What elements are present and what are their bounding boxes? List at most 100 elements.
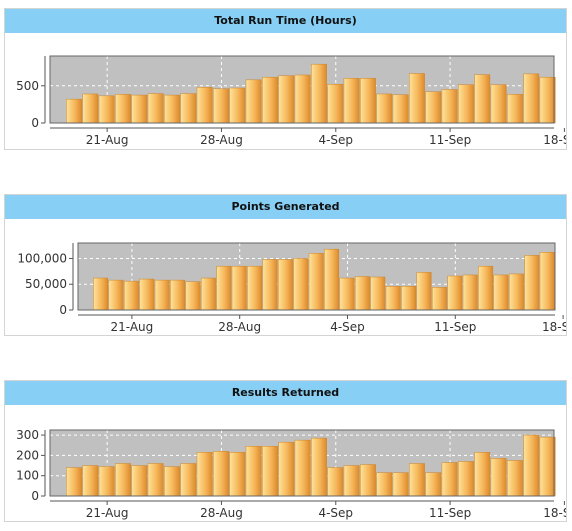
x-tick-label: 11-Sep xyxy=(429,133,471,147)
plot-border xyxy=(77,242,556,311)
x-tick-label: 4-Sep xyxy=(330,320,365,334)
bar xyxy=(216,265,232,311)
x-tick-label: 18-Sep xyxy=(543,506,566,520)
x-tick-label: 4-Sep xyxy=(318,506,353,520)
bar xyxy=(474,452,491,497)
bar xyxy=(523,434,540,497)
bar-chart-results: 0 100 200 300 21-Aug 28-Aug 4-Sep 11-Sep 18-Sep xyxy=(16,428,566,520)
bar xyxy=(229,87,246,124)
bar xyxy=(493,274,509,311)
bar xyxy=(123,280,139,311)
bar xyxy=(508,273,524,311)
bar xyxy=(458,84,474,124)
bar xyxy=(180,93,197,124)
y-tick-label: 0 xyxy=(31,116,39,130)
bar xyxy=(376,472,393,497)
y-tick-label: 50,000 xyxy=(25,277,67,291)
y-tick-label: 100 xyxy=(16,469,39,483)
bar xyxy=(425,91,442,124)
bar xyxy=(425,472,442,497)
bar xyxy=(539,436,556,497)
bar xyxy=(262,76,278,124)
x-tick-label: 18-Sep xyxy=(543,133,566,147)
bar xyxy=(154,279,170,311)
y-tick-label: 0 xyxy=(31,489,39,503)
bar-chart-run-time: 0 500 21-Aug 28-Aug 4-Sep 11-Sep 18-Sep xyxy=(16,55,566,147)
y-tick-label: 200 xyxy=(16,448,39,462)
bar xyxy=(213,451,229,497)
x-tick-label: 11-Sep xyxy=(429,506,471,520)
bar xyxy=(441,462,458,497)
chart-panel-run-time: Total Run Time (Hours) 0 500 21-Aug 28-Aug 4… xyxy=(4,8,567,150)
chart-title: Total Run Time (Hours) xyxy=(5,9,566,33)
bar xyxy=(180,463,197,497)
bar xyxy=(324,248,340,311)
bar xyxy=(115,463,131,497)
bar xyxy=(262,445,278,497)
x-tick-label: 28-Aug xyxy=(218,320,261,334)
bar xyxy=(360,464,376,497)
bar xyxy=(139,278,155,311)
y-tick-label: 300 xyxy=(16,428,39,442)
bar xyxy=(441,89,458,124)
x-tick-label: 21-Aug xyxy=(111,320,154,334)
bar xyxy=(108,279,124,311)
bar xyxy=(170,279,186,311)
bar xyxy=(196,452,213,497)
bar xyxy=(523,73,540,124)
bar xyxy=(93,277,109,311)
chart-title: Results Returned xyxy=(5,381,566,405)
bar xyxy=(82,93,99,124)
bar xyxy=(164,466,180,497)
bar xyxy=(431,287,447,311)
x-tick-label: 28-Aug xyxy=(200,506,243,520)
bar xyxy=(278,75,295,124)
bar xyxy=(245,445,262,497)
bar xyxy=(360,78,376,124)
bar xyxy=(506,94,523,124)
x-tick-label: 4-Sep xyxy=(318,133,353,147)
bar xyxy=(447,275,463,311)
bar xyxy=(416,272,432,311)
plot-border xyxy=(49,55,555,124)
bar xyxy=(490,84,507,124)
bar xyxy=(231,265,247,311)
bar xyxy=(401,286,417,311)
bar xyxy=(524,255,540,311)
bar xyxy=(131,94,148,124)
bar xyxy=(147,93,164,124)
bar xyxy=(229,452,246,497)
bar xyxy=(474,74,491,124)
bar xyxy=(392,472,409,497)
bar xyxy=(458,461,474,497)
bar xyxy=(539,76,556,124)
bar xyxy=(294,439,311,497)
x-tick-label: 21-Aug xyxy=(86,506,129,520)
bar xyxy=(490,458,507,497)
bar xyxy=(200,277,216,311)
x-tick-label: 21-Aug xyxy=(86,133,129,147)
bar xyxy=(462,274,478,311)
bar xyxy=(196,87,213,124)
bar xyxy=(293,258,309,311)
bar xyxy=(376,93,393,124)
chart-panel-results: Results Returned 0 100 200 300 21-Aug 28-Aug 4… xyxy=(4,380,567,522)
bar xyxy=(66,98,82,124)
plot-border xyxy=(49,429,555,497)
bar xyxy=(327,467,344,497)
bar xyxy=(213,88,229,124)
y-tick-label: 100,000 xyxy=(17,251,67,265)
bar xyxy=(66,467,82,497)
bar xyxy=(343,78,360,124)
chart-panel-points: Points Generated 0 50,000 100,000 21-Aug 28-… xyxy=(4,194,567,336)
bar xyxy=(247,265,263,311)
bar xyxy=(539,252,555,311)
bar xyxy=(98,466,115,497)
y-tick-label: 0 xyxy=(59,303,67,317)
x-tick-label: 18-Sep xyxy=(542,320,566,334)
bar xyxy=(327,84,344,124)
x-tick-label: 11-Sep xyxy=(434,320,476,334)
bar xyxy=(185,281,201,311)
bar xyxy=(354,276,370,311)
bar-chart-points: 0 50,000 100,000 21-Aug 28-Aug 4-Sep 11-Sep 18-… xyxy=(17,242,566,334)
